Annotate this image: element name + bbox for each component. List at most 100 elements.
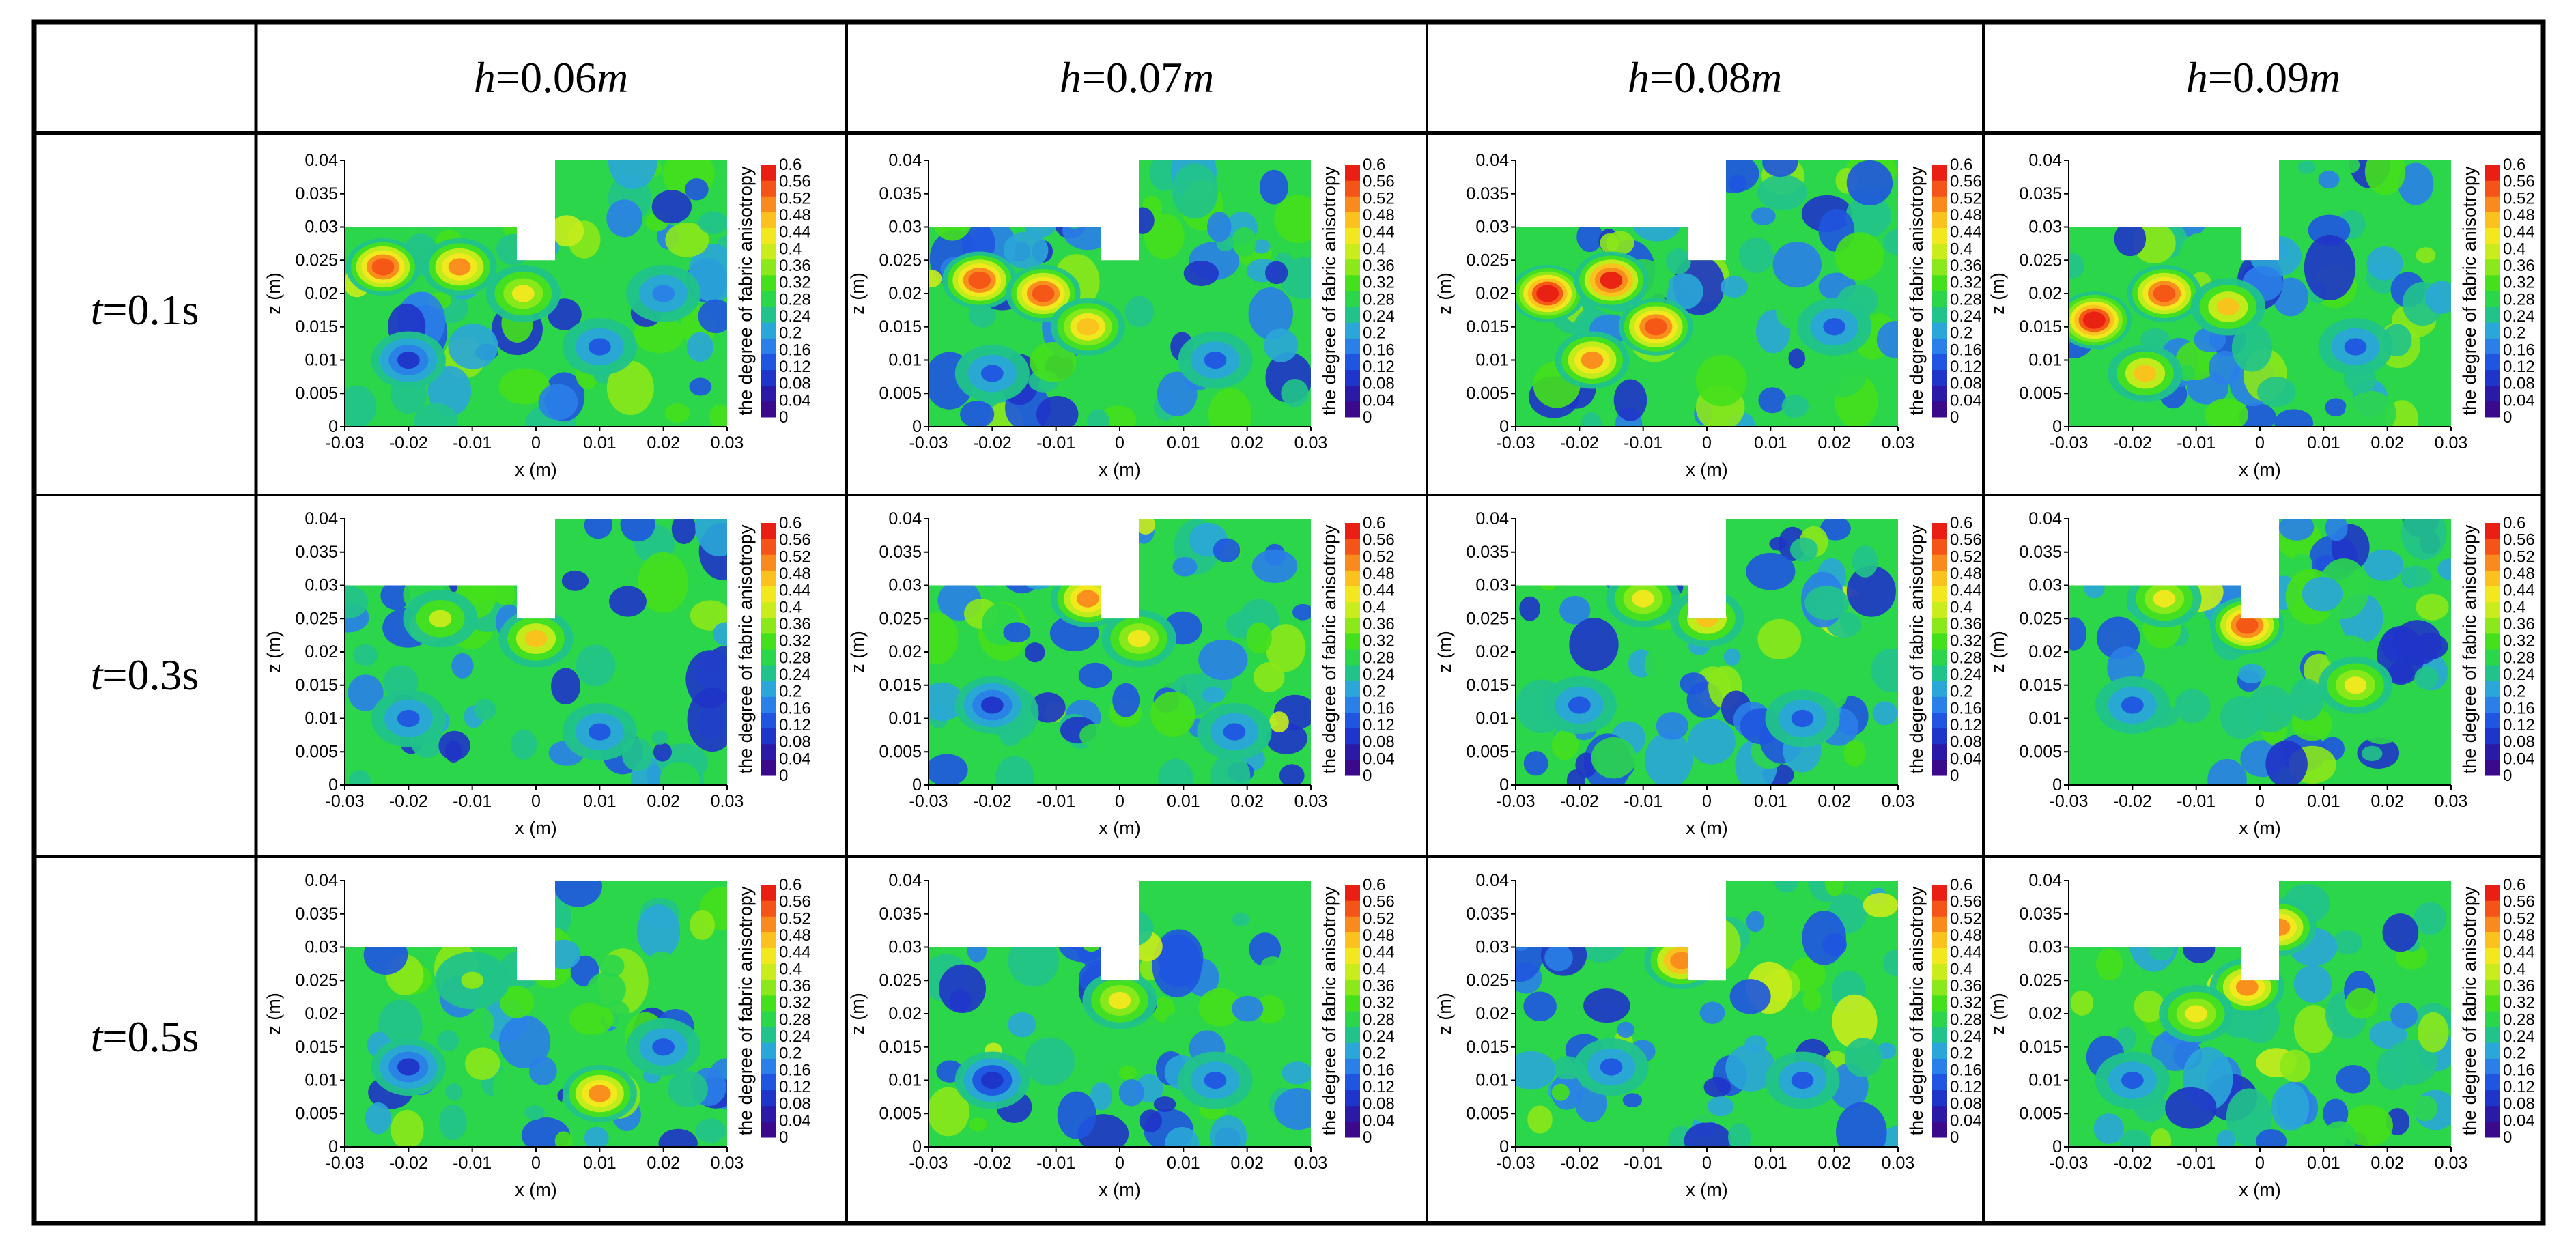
x-tick-label: -0.01 — [1036, 433, 1075, 453]
contour-blob — [1157, 371, 1198, 416]
colorbar-tick-label: 0.28 — [1950, 1010, 1982, 1029]
colorbar-tick-label: 0.36 — [1950, 257, 1982, 275]
contour-blob — [1163, 1012, 1191, 1046]
colorbar-tick-label: 0.4 — [1363, 240, 1385, 258]
contour-blob — [1251, 549, 1298, 583]
colorbar-tick-label: 0.52 — [2503, 909, 2535, 928]
colorbar-swatch — [761, 539, 776, 555]
x-tick-label: -0.03 — [326, 792, 365, 811]
colorbar-swatch — [761, 665, 776, 681]
colorbar-tick-label: 0 — [779, 408, 788, 427]
x-tick-label: 0.03 — [1882, 1154, 1915, 1173]
contour-blob — [1232, 227, 1257, 257]
colorbar-swatch — [2485, 385, 2500, 402]
colorbar-swatch — [1932, 665, 1947, 681]
colorbar-swatch — [761, 1042, 776, 1059]
colorbar-swatch — [761, 1121, 776, 1138]
y-tick-label: 0.035 — [295, 184, 338, 203]
colorbar-swatch — [761, 696, 776, 713]
contour-blob — [1804, 586, 1850, 621]
contour-hotspot — [448, 258, 471, 276]
contour-blob — [2114, 221, 2147, 257]
y-tick-label: 0.035 — [1466, 904, 1509, 924]
contour-hotspot — [397, 351, 420, 369]
x-tick-label: 0 — [1702, 1154, 1712, 1173]
y-tick-label: 0.005 — [2019, 384, 2062, 403]
contour-blob — [2345, 988, 2378, 1019]
contour-hotspot — [461, 971, 484, 989]
colorbar-tick-label: 0.2 — [779, 324, 802, 343]
contour-blob — [1213, 538, 1241, 562]
colorbar-swatch — [2485, 291, 2500, 307]
colorbar-swatch — [2485, 681, 2500, 697]
colorbar-swatch — [761, 212, 776, 228]
colorbar-swatch — [2485, 712, 2500, 729]
colorbar-swatch — [761, 932, 776, 948]
y-tick-label: 0.04 — [888, 871, 922, 890]
colorbar-tick-label: 0.4 — [779, 598, 802, 616]
colorbar-tick-label: 0.16 — [1363, 1061, 1395, 1079]
contour-blob — [1279, 764, 1305, 785]
colorbar-swatch — [761, 586, 776, 603]
colorbar-tick-label: 0.6 — [779, 156, 802, 174]
colorbar-tick-label: 0.56 — [1363, 531, 1395, 550]
colorbar-swatch — [761, 947, 776, 965]
colorbar-tick-label: 0 — [1363, 767, 1372, 785]
colorbar-swatch — [2485, 570, 2500, 586]
contour-blob — [2134, 990, 2165, 1023]
colorbar-tick-label: 0 — [1363, 408, 1372, 427]
contour-blob — [2293, 1005, 2334, 1053]
colorbar-swatch — [1345, 539, 1360, 555]
colorbar-swatch — [1932, 759, 1947, 776]
contour-blob — [1746, 911, 1765, 932]
x-tick-label: 0 — [2255, 1154, 2265, 1173]
colorbar-tick-label: 0.32 — [1363, 274, 1395, 292]
colorbar-swatch — [1345, 712, 1360, 729]
contour-hotspot — [980, 696, 1004, 714]
colorbar-swatch — [1932, 728, 1947, 745]
contour-blob — [660, 761, 700, 785]
y-tick-label: 0 — [912, 775, 922, 795]
contour-blob — [414, 403, 458, 427]
contour-blob — [1835, 232, 1884, 281]
colorbar-title: the degree of fabric anisotropy — [2459, 886, 2480, 1135]
y-tick-label: 0.025 — [879, 251, 922, 270]
contour-blob — [1680, 672, 1708, 695]
contour-blob — [929, 682, 965, 722]
contour-hotspot — [1670, 952, 1693, 969]
colorbar-swatch — [1345, 554, 1360, 571]
contour-blob — [1523, 991, 1557, 1022]
contour-blob — [491, 760, 528, 785]
colorbar-swatch — [1932, 900, 1947, 917]
colorbar-swatch — [2485, 1058, 2500, 1074]
x-tick-label: 0.03 — [711, 792, 744, 811]
colorbar-swatch — [2485, 401, 2500, 418]
contour-blob — [2414, 902, 2447, 935]
contour-panel: -0.03 -0.02 -0.01 0 0.01 0.02 0.03 0 0.005 0.01 0.… — [1987, 151, 2535, 480]
contour-blob — [2414, 666, 2439, 690]
colorbar-tick-label: 0.08 — [779, 1095, 811, 1113]
contour-hotspot — [1076, 590, 1099, 608]
contour-blob — [1269, 711, 1289, 733]
colorbar-swatch — [761, 743, 776, 760]
contour-hotspot — [1632, 590, 1655, 608]
contour-blob — [1079, 724, 1111, 748]
contour-blob — [2376, 1049, 2409, 1090]
contour-blob — [1259, 169, 1288, 205]
y-tick-label: 0.01 — [1475, 1071, 1509, 1090]
colorbar-tick-label: 0.56 — [1950, 531, 1982, 550]
colorbar-swatch — [1932, 274, 1947, 291]
contour-hotspot — [1791, 1071, 1814, 1089]
x-tick-label: 0.02 — [1817, 792, 1851, 811]
y-tick-label: 0.04 — [2028, 509, 2062, 528]
colorbar-tick-label: 0.2 — [779, 1044, 802, 1063]
y-tick-label: 0.035 — [879, 904, 922, 924]
contour-blob — [1153, 1096, 1176, 1112]
contour-blob — [1879, 1126, 1898, 1147]
contour-blob — [2209, 350, 2241, 386]
colorbar-swatch — [2485, 554, 2500, 571]
contour-blob — [2412, 1095, 2438, 1122]
colorbar-swatch — [2485, 180, 2500, 197]
colorbar-tick-label: 0.12 — [2503, 358, 2535, 376]
colorbar-swatch — [1345, 180, 1360, 197]
